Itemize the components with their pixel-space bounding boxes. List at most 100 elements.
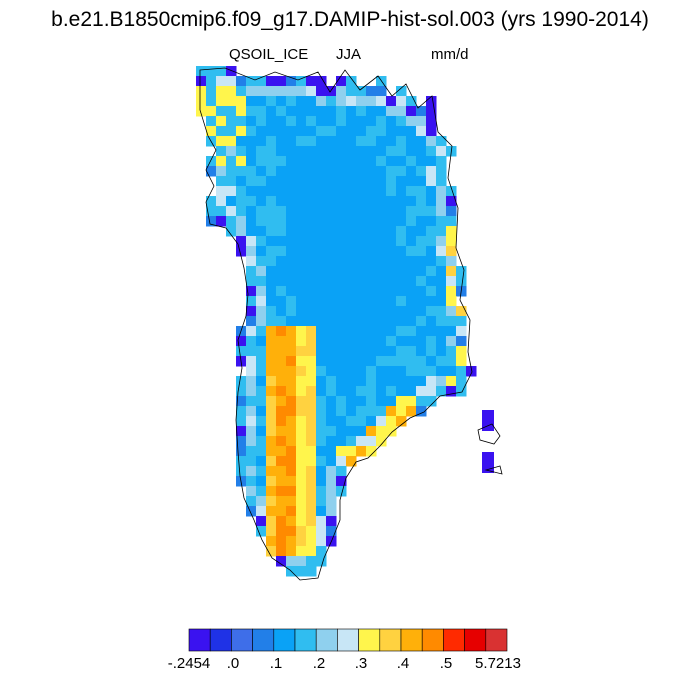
map-cell <box>316 266 327 277</box>
map-cell <box>366 346 377 357</box>
map-cell <box>296 216 307 227</box>
map-cell <box>256 336 267 347</box>
map-cell <box>256 396 267 407</box>
map-cell <box>336 206 347 217</box>
map-cell <box>346 336 357 347</box>
map-cell <box>356 186 367 197</box>
map-cell <box>356 356 367 367</box>
map-cell <box>386 186 397 197</box>
map-cell <box>426 286 437 297</box>
colorbar-label: 5.7213 <box>475 655 521 672</box>
map-cell <box>246 266 257 277</box>
map-cell <box>256 406 267 417</box>
map-cell <box>396 156 407 167</box>
map-cell <box>256 346 267 357</box>
map-cell <box>276 386 287 397</box>
map-cell <box>266 296 277 307</box>
map-cell <box>386 166 397 177</box>
map-cell <box>396 106 407 117</box>
map-cell <box>376 426 387 437</box>
map-cell <box>326 446 337 457</box>
map-cell <box>456 366 467 377</box>
map-cell <box>356 266 367 277</box>
map-cell <box>446 246 457 257</box>
map-cell <box>246 226 257 237</box>
map-cell <box>266 506 277 517</box>
map-cell <box>346 436 357 447</box>
map-cell <box>266 356 277 367</box>
map-cell <box>276 206 287 217</box>
map-cell <box>266 326 277 337</box>
map-cell <box>256 526 267 537</box>
map-cell <box>296 346 307 357</box>
map-cell <box>356 236 367 247</box>
map-cell <box>346 426 357 437</box>
map-cell <box>436 246 447 257</box>
map-cell <box>296 446 307 457</box>
map-cell <box>226 126 237 137</box>
map-cell <box>226 206 237 217</box>
map-cell <box>276 316 287 327</box>
map-cell <box>236 186 247 197</box>
map-cell <box>406 276 417 287</box>
map-cell <box>236 156 247 167</box>
map-cell <box>366 146 377 157</box>
map-cell <box>276 536 287 547</box>
map-cell <box>306 526 317 537</box>
map-cell <box>326 196 337 207</box>
map-cell <box>416 106 427 117</box>
map-cell <box>286 526 297 537</box>
map-cell <box>336 476 347 487</box>
map-cell <box>306 276 317 287</box>
map-cell <box>336 286 347 297</box>
map-cell <box>226 216 237 227</box>
map-cell <box>386 276 397 287</box>
map-cell <box>306 476 317 487</box>
map-cell <box>406 236 417 247</box>
map-cell <box>426 126 437 137</box>
map-cell <box>276 436 287 447</box>
colorbar-swatch <box>443 628 465 652</box>
map-cell <box>266 216 277 227</box>
map-cell <box>446 376 457 387</box>
map-cell <box>256 176 267 187</box>
map-cell <box>216 206 227 217</box>
map-cell <box>346 176 357 187</box>
map-cell <box>286 286 297 297</box>
map-cell <box>446 356 457 367</box>
map-cell <box>436 276 447 287</box>
map-cell <box>326 356 337 367</box>
map-cell <box>426 116 437 127</box>
map-cell <box>386 296 397 307</box>
map-cell <box>246 256 257 267</box>
map-cell <box>336 146 347 157</box>
colorbar-swatch <box>358 628 381 652</box>
map-cell <box>356 346 367 357</box>
map-cell <box>316 386 327 397</box>
map-cell <box>406 116 417 127</box>
map-cell <box>296 566 307 577</box>
map-cell <box>306 456 317 467</box>
map-cell <box>406 166 417 177</box>
map-cell <box>436 206 447 217</box>
map-cell <box>336 76 347 87</box>
map-cell <box>366 236 377 247</box>
colorbar-swatch <box>315 628 338 652</box>
map-cell <box>326 206 337 217</box>
map-cell <box>306 286 317 297</box>
map-cell <box>386 366 397 377</box>
map-cell <box>226 176 237 187</box>
map-cell <box>246 356 257 367</box>
map-cell <box>366 106 377 117</box>
map-cell <box>436 196 447 207</box>
map-cell <box>276 496 287 507</box>
map-cell <box>336 466 347 477</box>
map-cell <box>316 356 327 367</box>
map-cell <box>346 296 357 307</box>
map-cell <box>306 366 317 377</box>
map-cell <box>436 256 447 267</box>
map-cell <box>376 376 387 387</box>
map-cell <box>416 306 427 317</box>
map-cell <box>396 326 407 337</box>
map-cell <box>226 166 237 177</box>
